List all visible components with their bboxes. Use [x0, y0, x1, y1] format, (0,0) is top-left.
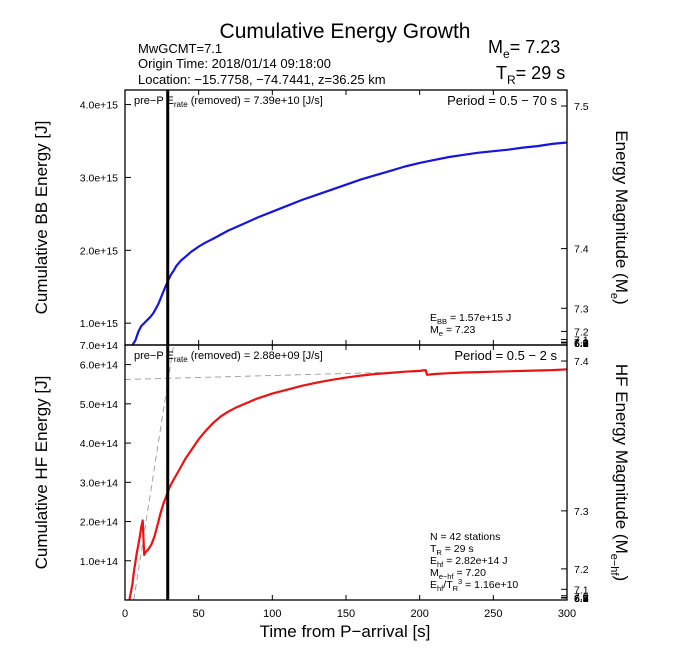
y2-tick-label: 7.5 [574, 101, 589, 113]
y-tick-label: 3.0e+14 [80, 477, 118, 489]
period-label: Period = 0.5 − 2 s [454, 348, 557, 363]
y2-tick-label: 7.0 [574, 337, 589, 349]
x-axis-label: Time from P−arrival [s] [260, 622, 431, 641]
y2-tick-label: 7.1 [574, 584, 589, 596]
y-axis-label: Cumulative BB Energy [J] [32, 121, 51, 315]
note-line: Me−hf = 7.20 [430, 567, 486, 581]
y-tick-label: 4.0e+15 [80, 100, 118, 112]
y2-tick-label: 6.9 [574, 593, 589, 605]
y2-tick-label: 6.7 [574, 593, 589, 605]
summary-me: Me= 7.23 [488, 37, 560, 61]
x-tick-label: 200 [410, 608, 428, 620]
y-tick-label: 1.0e+14 [80, 556, 118, 568]
note-line: TR = 29 s [430, 543, 474, 557]
y2-tick-label: 6.9 [574, 338, 589, 350]
reference-line-1 [125, 370, 428, 380]
y2-tick-label: 6.5 [574, 338, 589, 350]
note-line: N = 42 stations [430, 531, 500, 543]
y2-tick-label: 7.1 [574, 335, 589, 347]
y2-tick-label: 6.8 [574, 338, 589, 350]
x-tick-label: 100 [263, 608, 281, 620]
note-line: EBB = 1.57e+15 J [430, 312, 511, 326]
series-line-hf [128, 368, 567, 600]
y2-axis-label: HF Energy Magnitude (Me−hf) [608, 364, 631, 581]
hf-energy-panel: 1.0e+14 2.0e+14 3.0e+14 4.0e+14 5.0e+14 6.0e+… [32, 344, 631, 620]
y2-tick-label: 7.3 [574, 303, 589, 315]
y-tick-label: 2.0e+15 [80, 245, 118, 257]
y2-tick-label: 6.3 [574, 338, 589, 350]
y2-tick-label: 7.0 [574, 591, 589, 603]
y2-tick-label: 7.4 [574, 244, 589, 256]
y-axis-label: Cumulative HF Energy [J] [32, 376, 51, 570]
y2-axis-label: Energy Magnitude (Me) [608, 130, 631, 304]
x-tick-label: 250 [484, 608, 502, 620]
y2-tick-label: 6.2 [574, 338, 589, 350]
x-tick-label: 0 [122, 608, 128, 620]
origin-time: Origin Time: 2018/01/14 09:18:00 [138, 56, 331, 71]
chart-title: Cumulative Energy Growth [220, 20, 471, 43]
y2-tick-label: 6.7 [574, 338, 589, 350]
y-tick-label: 7.0e+14 [80, 340, 118, 352]
y2-tick-label: 6.5 [574, 593, 589, 605]
y2-tick-label: 6.3 [574, 593, 589, 605]
x-tick-label: 300 [558, 608, 576, 620]
y-tick-label: 5.0e+14 [80, 399, 118, 411]
note-line: Ehf/TR3 = 1.16e+10 [430, 577, 518, 593]
series-line-bb [131, 141, 567, 345]
event-location: Location: −15.7758, −74.7441, z=36.25 km [138, 72, 386, 87]
y2-tick-label: 6.2 [574, 593, 589, 605]
y2-tick-label: 7.4 [574, 356, 589, 368]
y2-tick-label: 7.2 [574, 326, 589, 338]
y2-tick-label: 6.4 [574, 338, 589, 350]
pre-p-annotation: pre−P Erate (removed) = 7.39e+10 [J/s] [134, 95, 323, 109]
y2-tick-label: 6.6 [574, 338, 589, 350]
x-tick-label: 150 [337, 608, 355, 620]
y2-tick-label: 7.3 [574, 506, 589, 518]
y-tick-label: 3.0e+15 [80, 172, 118, 184]
summary-tr: TR= 29 s [496, 63, 565, 87]
y-tick-label: 2.0e+14 [80, 517, 118, 529]
y2-tick-label: 6.6 [574, 593, 589, 605]
pre-p-annotation: pre−P Erate (removed) = 2.88e+09 [J/s] [134, 350, 323, 364]
x-tick-label: 50 [193, 608, 205, 620]
y2-tick-label: 6.8 [574, 593, 589, 605]
plot-frame [124, 89, 568, 346]
event-magnitude: MwGCMT=7.1 [138, 41, 222, 56]
bb-energy-panel: 7.0e+14 1.0e+15 2.0e+15 3.0e+15 4.0e+15 6.26.… [32, 89, 631, 352]
y2-tick-label: 7.2 [574, 564, 589, 576]
note-line: Ehf = 2.82e+14 J [430, 555, 508, 569]
y2-tick-label: 6.4 [574, 593, 589, 605]
note-line: Me = 7.23 [430, 324, 475, 338]
y-tick-label: 6.0e+14 [80, 360, 118, 372]
period-label: Period = 0.5 − 70 s [447, 93, 557, 108]
y-tick-label: 1.0e+15 [80, 318, 118, 330]
y-tick-label: 4.0e+14 [80, 438, 118, 450]
